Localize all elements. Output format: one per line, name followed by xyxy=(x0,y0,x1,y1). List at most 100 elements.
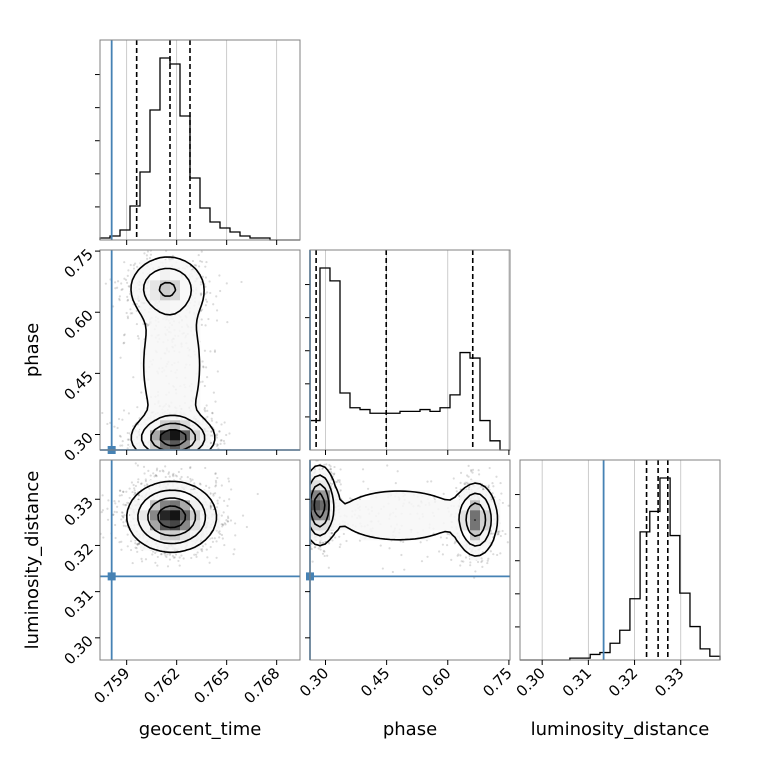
sample-point xyxy=(307,532,309,534)
sample-point xyxy=(146,451,148,453)
sample-point xyxy=(153,475,156,478)
density-cell xyxy=(150,510,161,521)
sample-point xyxy=(199,281,203,284)
panel-2d-geocent_time-phase xyxy=(101,241,243,469)
density-cell xyxy=(150,370,161,381)
sample-point xyxy=(168,558,172,561)
sample-point xyxy=(165,555,168,559)
density-cell xyxy=(160,390,171,401)
sample-point xyxy=(188,455,190,457)
sample-point xyxy=(227,520,230,523)
sample-point xyxy=(148,460,150,462)
histogram-bin xyxy=(370,413,380,450)
sample-point xyxy=(227,517,230,520)
sample-point xyxy=(220,484,223,487)
sample-point xyxy=(205,548,208,551)
sample-point xyxy=(146,250,150,253)
sample-point xyxy=(307,511,309,513)
histogram-bin xyxy=(440,408,450,450)
sample-point xyxy=(289,538,291,540)
sample-point xyxy=(169,241,171,243)
sample-point xyxy=(441,543,444,546)
sample-point xyxy=(463,483,467,486)
sample-point xyxy=(216,443,219,447)
sample-point xyxy=(119,435,122,438)
sample-point xyxy=(167,453,169,455)
density-cell xyxy=(160,320,171,331)
sample-point xyxy=(180,554,183,557)
sample-point xyxy=(516,503,518,505)
sample-point xyxy=(214,461,216,463)
density-cell xyxy=(190,340,201,351)
sample-point xyxy=(189,453,191,455)
sample-point xyxy=(298,544,300,546)
sample-point xyxy=(321,467,324,471)
sample-point xyxy=(467,464,470,467)
sample-point xyxy=(203,406,206,410)
sample-point xyxy=(159,553,163,556)
sample-point xyxy=(426,555,429,558)
sample-point xyxy=(225,433,228,437)
sample-point xyxy=(140,560,144,563)
sample-point xyxy=(101,494,104,497)
histogram-bin xyxy=(670,536,680,660)
contour-line xyxy=(126,480,218,554)
contour-line xyxy=(159,428,187,447)
sample-point xyxy=(328,542,331,545)
sample-point xyxy=(469,564,472,567)
sample-point xyxy=(120,540,123,543)
sample-point xyxy=(125,467,127,469)
sample-point xyxy=(470,469,473,472)
sample-point xyxy=(195,553,198,556)
sample-point xyxy=(306,465,308,467)
sample-point xyxy=(496,553,499,557)
density-cell xyxy=(190,290,201,301)
sample-point xyxy=(501,501,504,505)
density-cell xyxy=(190,350,201,361)
sample-point xyxy=(469,561,472,564)
sample-point xyxy=(126,545,129,548)
sample-point xyxy=(486,561,489,565)
sample-point xyxy=(471,468,475,471)
sample-point xyxy=(302,531,304,533)
sample-point xyxy=(136,451,138,453)
sample-point xyxy=(403,568,406,571)
density-cell xyxy=(180,320,191,331)
histogram-luminosity_distance xyxy=(520,477,721,661)
density-cell xyxy=(180,520,191,531)
sample-point xyxy=(137,493,140,497)
density-cell xyxy=(140,440,151,450)
density-cell xyxy=(180,410,191,421)
sample-point xyxy=(191,478,194,481)
sample-point xyxy=(124,504,127,507)
sample-point xyxy=(201,360,204,363)
sample-point xyxy=(305,492,307,494)
sample-point xyxy=(156,451,158,453)
sample-point xyxy=(209,506,213,509)
sample-point xyxy=(130,455,132,457)
sample-point xyxy=(504,532,507,536)
sample-point xyxy=(113,500,116,503)
sample-point xyxy=(135,547,138,550)
density-cell xyxy=(160,260,171,271)
density-cell xyxy=(150,540,161,551)
sample-point xyxy=(220,523,223,526)
sample-point xyxy=(481,486,485,490)
sample-point xyxy=(349,497,352,500)
sample-point xyxy=(226,520,229,523)
sample-point xyxy=(307,552,309,554)
density-cell xyxy=(150,340,161,351)
histogram-bin xyxy=(450,395,460,450)
sample-point xyxy=(201,451,203,453)
sample-point xyxy=(224,523,227,526)
sample-point xyxy=(132,267,136,270)
density-cell xyxy=(140,300,151,311)
sample-point xyxy=(333,472,336,475)
sample-point xyxy=(300,502,302,504)
density-cell xyxy=(170,290,181,301)
sample-point xyxy=(190,456,192,458)
histogram-bin xyxy=(470,358,480,450)
density-cell xyxy=(160,520,171,531)
density-cell xyxy=(160,500,171,511)
sample-point xyxy=(126,274,129,277)
